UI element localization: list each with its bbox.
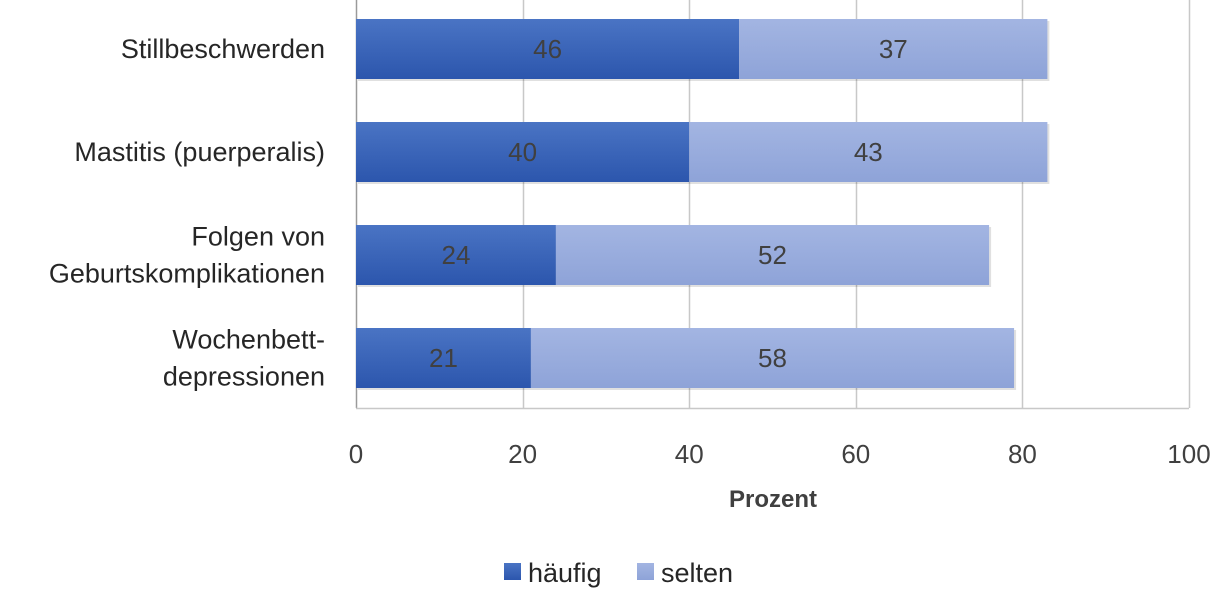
x-tick-label-0: 0 bbox=[349, 439, 363, 469]
bar-selten-stillbeschwerden bbox=[739, 19, 1048, 79]
data-label-häufig-stillbeschwerden: 46 bbox=[533, 34, 562, 64]
category-label-stillbeschwerden: Stillbeschwerden bbox=[121, 34, 325, 64]
legend: häufig selten bbox=[504, 558, 733, 588]
data-labels: 46 37 40 43 24 52 21 58 bbox=[429, 34, 908, 373]
data-label-häufig-mastitis-puerperalis: 40 bbox=[508, 137, 537, 167]
bar-selten-folgen-von-geburtskomplikationen bbox=[555, 225, 990, 285]
x-axis-title: Prozent bbox=[729, 486, 817, 513]
bar-häufig-wochenbett-depressionen bbox=[356, 328, 531, 388]
x-tick-label-60: 60 bbox=[841, 439, 870, 469]
data-label-selten-mastitis-puerperalis: 43 bbox=[854, 137, 883, 167]
x-tick-label-80: 80 bbox=[1008, 439, 1037, 469]
bar-häufig-stillbeschwerden bbox=[356, 19, 740, 79]
bar-selten-mastitis-puerperalis bbox=[689, 122, 1048, 182]
data-label-häufig-wochenbett-depressionen: 21 bbox=[429, 343, 458, 373]
bar-häufig-folgen-von-geburtskomplikationen bbox=[356, 225, 556, 285]
x-tick-label-40: 40 bbox=[675, 439, 704, 469]
category-label-mastitis-puerperalis: Mastitis (puerperalis) bbox=[74, 137, 325, 167]
category-labels: Stillbeschwerden Mastitis (puerperalis) Fo… bbox=[49, 34, 325, 392]
x-tick-label-100: 100 bbox=[1167, 439, 1210, 469]
x-tick-label-20: 20 bbox=[508, 439, 537, 469]
category-label-wochenbett-depressionen: Wochenbett-depressionen bbox=[163, 325, 325, 392]
legend-swatch-selten bbox=[637, 563, 654, 580]
legend-swatch-häufig bbox=[504, 563, 521, 580]
bars bbox=[356, 19, 1050, 390]
data-label-selten-wochenbett-depressionen: 58 bbox=[758, 343, 787, 373]
category-label-folgen-von-geburtskomplikationen: Folgen von Geburtskomplikationen bbox=[49, 222, 325, 289]
legend-label-häufig: häufig bbox=[528, 558, 602, 588]
legend-label-selten: selten bbox=[661, 558, 733, 588]
bar-selten-wochenbett-depressionen bbox=[530, 328, 1015, 388]
x-tick-labels: 0 20 40 60 80 100 bbox=[349, 439, 1211, 469]
data-label-selten-stillbeschwerden: 37 bbox=[879, 34, 908, 64]
data-label-häufig-folgen-von-geburtskomplikationen: 24 bbox=[441, 240, 470, 270]
bar-häufig-mastitis-puerperalis bbox=[356, 122, 690, 182]
data-label-selten-folgen-von-geburtskomplikationen: 52 bbox=[758, 240, 787, 270]
